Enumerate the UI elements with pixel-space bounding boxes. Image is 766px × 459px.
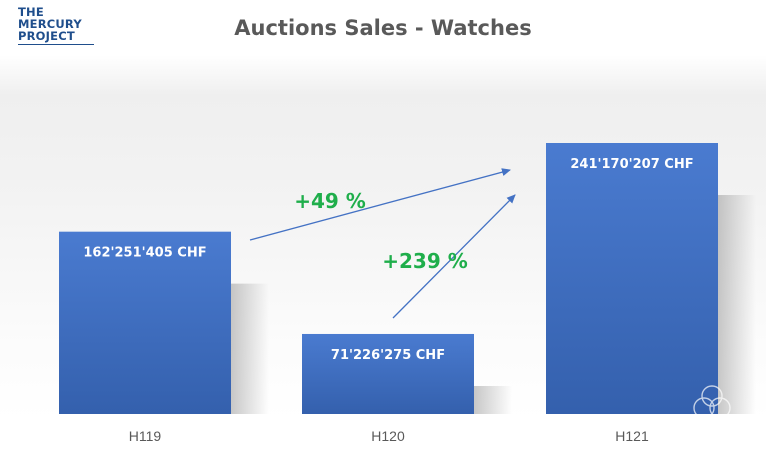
- growth-label-2: +239 %: [382, 249, 468, 273]
- logo-line-2: MERCURY: [18, 17, 82, 31]
- growth-label-1: +49 %: [294, 189, 366, 213]
- tick-label-H119: H119: [129, 428, 162, 444]
- growth-arrow-1: [249, 168, 511, 241]
- mercury-project-logo: THE MERCURY PROJECT: [18, 6, 96, 45]
- bar-shadow: [231, 283, 269, 414]
- bar-shadow: [718, 195, 756, 414]
- bar-shadow: [474, 385, 512, 414]
- logo-line-3: PROJECT: [18, 29, 75, 43]
- watermark-icon: [693, 385, 731, 419]
- tick-label-H120: H120: [371, 428, 405, 444]
- data-label-H120: 71'226'275 CHF: [331, 348, 445, 363]
- bar-H119: [59, 231, 231, 414]
- chart-title: Auctions Sales - Watches: [234, 16, 532, 40]
- data-label-H121: 241'170'207 CHF: [570, 157, 693, 172]
- bar-H120: [302, 333, 474, 414]
- logo-line-1: THE: [18, 5, 44, 19]
- bar-H121: [546, 143, 718, 414]
- logo-underline: [18, 44, 94, 45]
- tick-label-H121: H121: [615, 428, 649, 444]
- data-label-H119: 162'251'405 CHF: [83, 246, 206, 261]
- growth-arrow-2: [392, 194, 516, 319]
